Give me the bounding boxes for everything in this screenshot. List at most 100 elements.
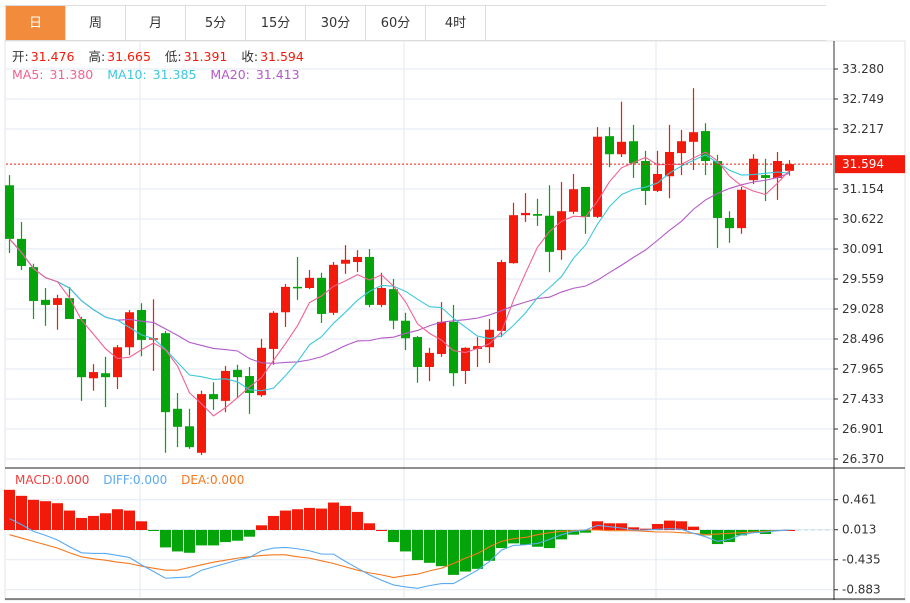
candle-body: [725, 218, 734, 229]
macd-tick-label: -0.435: [842, 553, 881, 567]
candle: [665, 124, 674, 199]
macd-bar: [400, 530, 411, 552]
candle: [185, 408, 194, 449]
price-tick-label: 28.496: [842, 332, 884, 346]
macd-tick-label: -0.883: [842, 583, 881, 597]
candle-body: [185, 426, 194, 448]
macd-bar: [292, 509, 303, 530]
candle: [413, 335, 422, 383]
candle-body: [785, 164, 794, 171]
macd-bar: [664, 520, 675, 530]
candle: [401, 312, 410, 351]
candle-body: [365, 256, 374, 305]
macd-bar: [364, 523, 375, 530]
candle-body: [737, 189, 746, 229]
candle-body: [41, 299, 50, 305]
candle: [473, 337, 482, 368]
candle: [497, 259, 506, 338]
price-tick-label: 33.280: [842, 62, 884, 76]
candle-body: [101, 373, 110, 378]
candle-body: [593, 136, 602, 217]
price-tick-label: 27.433: [842, 392, 884, 406]
candle: [125, 309, 134, 356]
dea-value: 0.000: [209, 473, 245, 487]
macd-bar: [532, 530, 543, 547]
tab-day[interactable]: 日: [6, 6, 66, 41]
tab-4hour[interactable]: 4时: [426, 6, 486, 41]
candle-body: [449, 321, 458, 374]
candle-body: [569, 189, 578, 212]
candle: [197, 390, 206, 456]
macd-legend: MACD:0.000 DIFF:0.000 DEA:0.000: [15, 473, 244, 487]
ohlc-legend: 开: 31.476 高: 31.665 低: 31.391 收: 31.594: [12, 48, 306, 66]
tab-30min[interactable]: 30分: [306, 6, 366, 41]
candle: [173, 392, 182, 448]
price-tick-label: 26.901: [842, 422, 884, 436]
macd-bar: [256, 525, 267, 530]
ma20-value: 31.413: [255, 67, 300, 82]
ma10-label: MA10:: [107, 67, 147, 82]
candle: [389, 278, 398, 330]
macd-bar: [616, 523, 627, 530]
macd-bar: [112, 509, 123, 530]
macd-bar: [388, 530, 399, 543]
candle-body: [401, 320, 410, 339]
macd-bar: [148, 530, 159, 531]
candle: [293, 256, 302, 300]
candle-body: [617, 141, 626, 155]
macd-bar: [280, 510, 291, 530]
candle: [629, 124, 638, 178]
macd-bar: [712, 530, 723, 545]
ma10-line: [9, 154, 790, 392]
macd-bar: [568, 530, 579, 535]
candle-body: [581, 186, 590, 217]
macd-bar: [4, 489, 15, 530]
candle: [305, 269, 314, 290]
macd-bar: [316, 508, 327, 530]
open-value: 31.476: [30, 49, 75, 64]
macd-bar: [676, 521, 687, 530]
price-tick-label: 30.622: [842, 212, 884, 226]
candle-body: [761, 175, 770, 178]
diff-value: 0.000: [132, 473, 168, 487]
candle: [545, 185, 554, 273]
macd-bar: [88, 515, 99, 530]
macd-bar: [484, 530, 495, 561]
candle: [77, 316, 86, 401]
candle: [677, 129, 686, 176]
macd-bar: [268, 515, 279, 530]
macd-bar: [328, 502, 339, 530]
macd-tick-label: 0.461: [842, 493, 876, 507]
candle-body: [533, 214, 542, 216]
tab-60min[interactable]: 60分: [366, 6, 426, 41]
candle: [137, 303, 146, 357]
candle: [65, 286, 74, 320]
ma20-label: MA20:: [210, 67, 250, 82]
ma5-line: [9, 151, 790, 417]
tab-15min[interactable]: 15分: [246, 6, 306, 41]
candle-body: [605, 136, 614, 155]
candle: [269, 311, 278, 365]
tab-5min[interactable]: 5分: [186, 6, 246, 41]
candle-body: [53, 298, 62, 305]
macd-bar: [424, 530, 435, 563]
macd-bar: [208, 530, 219, 546]
candle-body: [389, 289, 398, 321]
candle-body: [437, 321, 446, 355]
macd-tick-label: 0.013: [842, 523, 876, 537]
candle-body: [473, 346, 482, 349]
high-value: 31.665: [107, 49, 151, 64]
macd-bar: [508, 530, 519, 544]
ma20-line: [9, 172, 790, 364]
tab-month[interactable]: 月: [126, 6, 186, 41]
ma5-label: MA5:: [12, 67, 44, 82]
candle-body: [65, 298, 74, 320]
tab-week[interactable]: 周: [66, 6, 126, 41]
candle-body: [677, 141, 686, 154]
candle: [437, 302, 446, 357]
macd-value: 0.000: [55, 473, 90, 487]
macd-bar: [184, 530, 195, 553]
price-tick-label: 30.091: [842, 242, 884, 256]
